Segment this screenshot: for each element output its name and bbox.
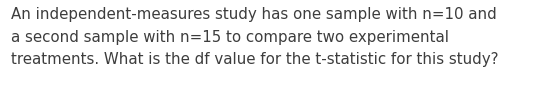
Text: An independent-measures study has one sample with n=10 and
a second sample with : An independent-measures study has one sa… — [11, 7, 499, 67]
